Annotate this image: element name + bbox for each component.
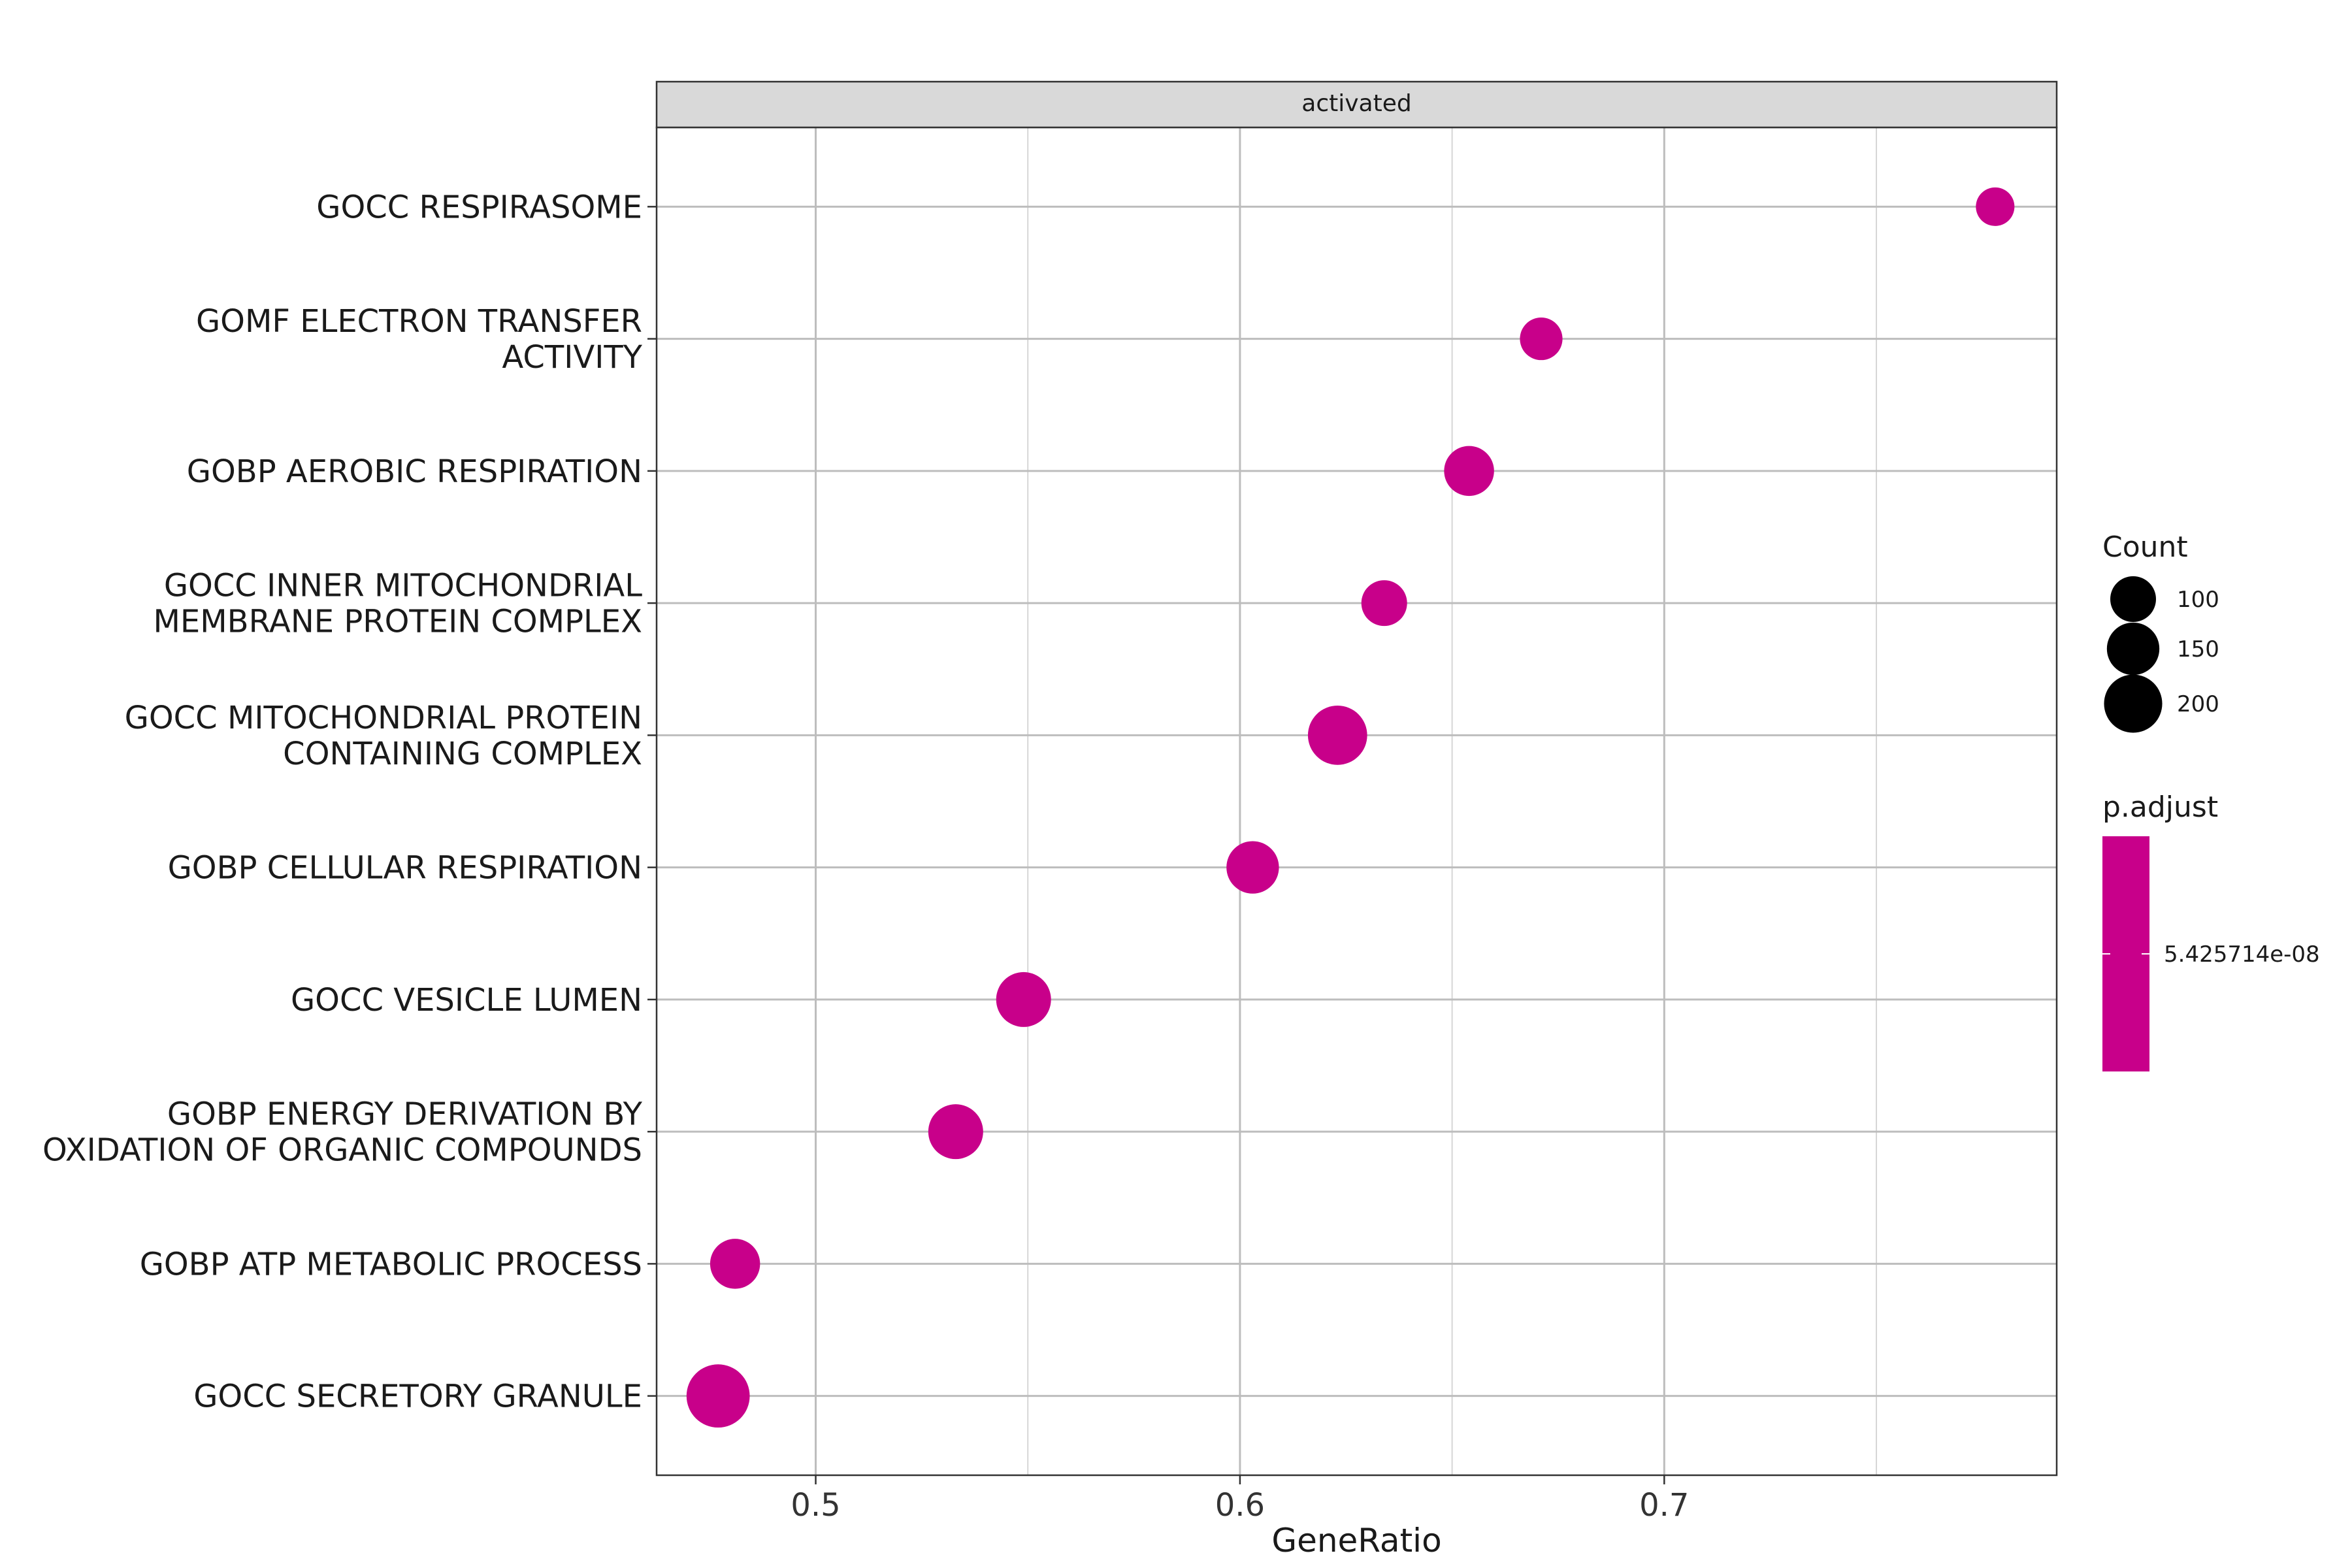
- facet-strip-label: activated: [1301, 90, 1411, 117]
- data-point: [996, 972, 1051, 1027]
- y-axis-label-line: MEMBRANE PROTEIN COMPLEX: [154, 604, 642, 640]
- y-axis-label-line: GOBP AEROBIC RESPIRATION: [187, 453, 642, 490]
- y-axis-label-line: GOCC RESPIRASOME: [316, 189, 642, 225]
- y-axis-label: GOBP CELLULAR RESPIRATION: [168, 850, 642, 887]
- y-axis-label: GOCC INNER MITOCHONDRIAL MEMBRANE PROTEIN…: [154, 568, 643, 640]
- x-axis-tick-label: 0.6: [1215, 1487, 1265, 1524]
- data-point: [1226, 841, 1279, 894]
- y-axis-label-line: GOCC VESICLE LUMEN: [291, 982, 642, 1019]
- size-legend-dot: [2106, 622, 2160, 676]
- y-axis-label: GOBP AEROBIC RESPIRATION: [187, 453, 642, 490]
- y-axis-label-line: GOCC MITOCHONDRIAL PROTEIN: [125, 700, 642, 736]
- size-legend: Count 100 150 200: [2102, 531, 2219, 733]
- size-legend-label: 200: [2177, 691, 2219, 717]
- x-axis: 0.5 0.6 0.7: [791, 1475, 1689, 1524]
- grid-lines: [657, 127, 2057, 1475]
- y-axis-label: GOMF ELECTRON TRANSFER ACTIVITY: [196, 303, 643, 376]
- y-axis-label: GOBP ATP METABOLIC PROCESS: [140, 1246, 642, 1282]
- y-axis-label-line: GOCC SECRETORY GRANULE: [193, 1379, 642, 1415]
- y-axis-label-line: GOCC INNER MITOCHONDRIAL: [164, 568, 642, 604]
- size-legend-title: Count: [2102, 531, 2188, 564]
- y-axis-label-line: GOBP ATP METABOLIC PROCESS: [140, 1246, 642, 1282]
- x-axis-tick-label: 0.7: [1639, 1487, 1689, 1524]
- data-points: [686, 187, 2015, 1428]
- size-legend-dot: [2110, 576, 2156, 622]
- size-legend-dot: [2104, 674, 2163, 733]
- y-axis-label: GOCC VESICLE LUMEN: [291, 982, 642, 1019]
- plot-panel: [657, 127, 2057, 1475]
- y-axis-label: GOCC SECRETORY GRANULE: [193, 1379, 642, 1415]
- y-axis-label-line: GOBP ENERGY DERIVATION BY: [167, 1096, 643, 1133]
- data-point: [928, 1104, 983, 1160]
- facet-strip: [655, 80, 2058, 129]
- y-axis-label-line: OXIDATION OF ORGANIC COMPOUNDS: [42, 1132, 642, 1169]
- y-axis-label: GOCC MITOCHONDRIAL PROTEIN CONTAINING COM…: [125, 700, 642, 772]
- data-point: [1307, 706, 1367, 765]
- color-legend: p.adjust 5.425714e-08: [2102, 791, 2320, 1071]
- data-point: [1444, 446, 1494, 497]
- data-point: [1976, 187, 2015, 226]
- x-axis-tick-label: 0.5: [791, 1487, 840, 1524]
- x-axis-title: GeneRatio: [1271, 1522, 1441, 1560]
- size-legend-items: 100 150 200: [2104, 576, 2219, 733]
- size-legend-label: 100: [2177, 587, 2219, 613]
- y-axis: GOCC RESPIRASOME GOMF ELECTRON TRANSFER AC…: [42, 189, 657, 1415]
- color-legend-title: p.adjust: [2102, 791, 2218, 824]
- y-axis-label-line: GOMF ELECTRON TRANSFER: [196, 303, 642, 340]
- data-point: [686, 1364, 750, 1428]
- y-axis-label: GOCC RESPIRASOME: [316, 189, 642, 225]
- y-axis-label-line: CONTAINING COMPLEX: [283, 736, 642, 772]
- y-axis-label-line: GOBP CELLULAR RESPIRATION: [168, 850, 642, 887]
- color-legend-label: 5.425714e-08: [2164, 941, 2320, 968]
- data-point: [1520, 318, 1563, 361]
- size-legend-label: 150: [2177, 636, 2219, 662]
- y-axis-label-line: ACTIVITY: [502, 339, 642, 376]
- y-axis-label: GOBP ENERGY DERIVATION BY OXIDATION OF OR…: [42, 1096, 643, 1169]
- data-point: [1361, 580, 1407, 627]
- data-point: [710, 1239, 760, 1289]
